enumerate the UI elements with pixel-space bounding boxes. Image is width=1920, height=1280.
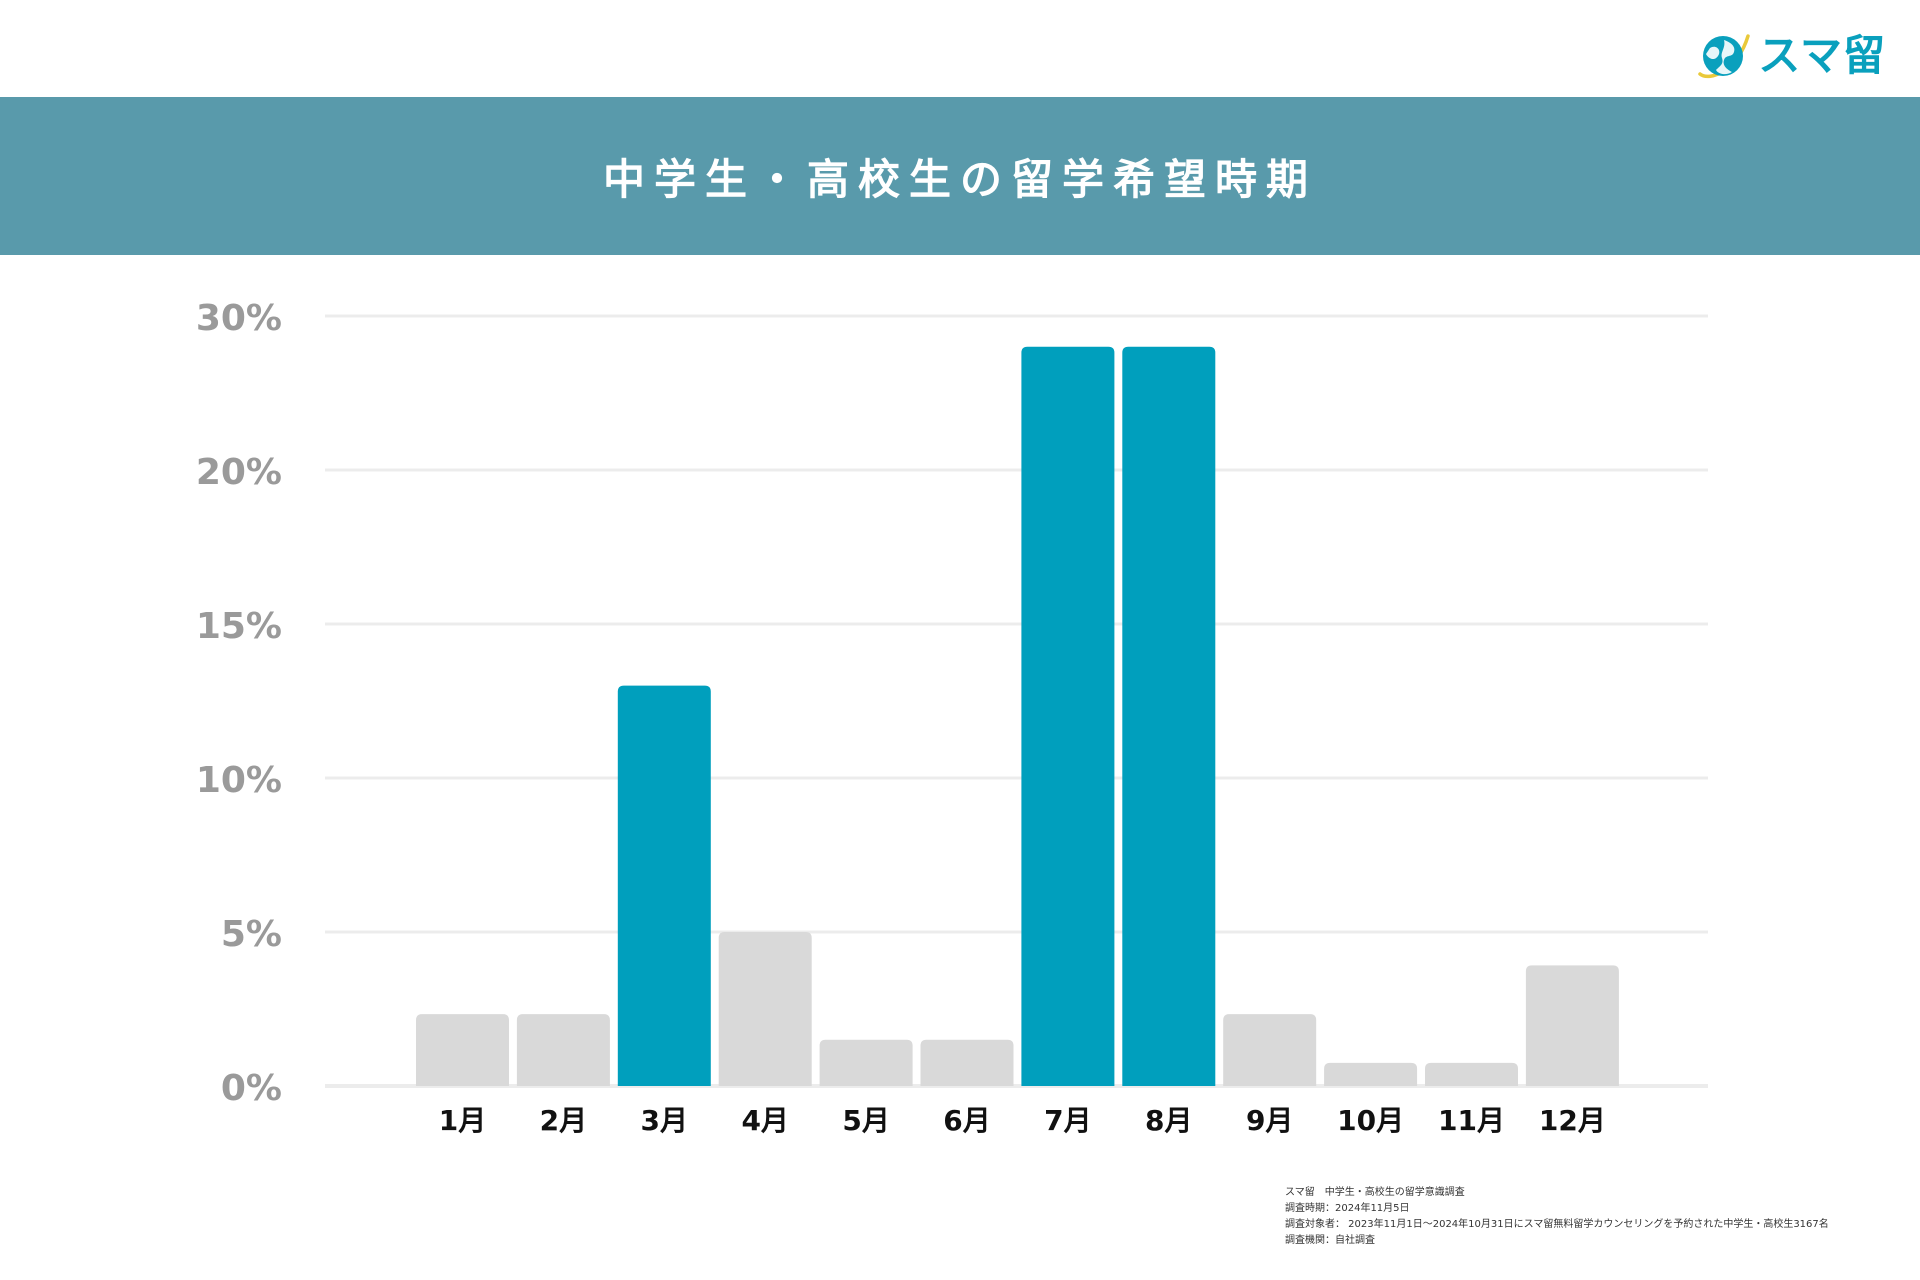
x-tick-label: 2月 xyxy=(540,1104,587,1137)
bar-4月 xyxy=(718,932,812,1086)
bar-11月 xyxy=(1425,1062,1518,1086)
survey-footnote: スマ留 中学生・高校生の留学意識調査 調査時期：2024年11月5日 調査対象者… xyxy=(1285,1185,1829,1249)
y-tick-label: 20% xyxy=(196,452,282,493)
bar-12月 xyxy=(1525,965,1619,1086)
bar-1月 xyxy=(416,1014,509,1086)
footnote-survey-date: 調査時期：2024年11月5日 xyxy=(1285,1203,1410,1214)
bars xyxy=(416,346,1619,1086)
x-tick-label: 1月 xyxy=(439,1104,486,1137)
gridlines xyxy=(325,314,1708,1088)
footnote-survey-name: スマ留 中学生・高校生の留学意識調査 xyxy=(1285,1187,1465,1198)
y-tick-label: 0% xyxy=(221,1068,282,1109)
x-tick-label: 9月 xyxy=(1246,1104,1293,1137)
brand-logo: スマ留 xyxy=(1696,30,1886,82)
title-banner: 中学生・高校生の留学希望時期 xyxy=(0,97,1920,255)
bar-chart: 0% 5% 10% 15% 20% 30% 1月 2月 3月 4月 5月 6月 7月 8月 9月 10月 11… xyxy=(196,298,1708,1137)
x-axis-ticks: 1月 2月 3月 4月 5月 6月 7月 8月 9月 10月 11月 12月 xyxy=(439,1104,1606,1137)
bar-6月 xyxy=(920,1039,1014,1086)
x-tick-label: 6月 xyxy=(943,1104,990,1137)
y-axis-ticks: 0% 5% 10% 15% 20% 30% xyxy=(196,298,282,1109)
bar-3月 xyxy=(617,685,711,1086)
bar-7月 xyxy=(1021,346,1115,1086)
bar-8月 xyxy=(1122,346,1216,1086)
x-tick-label: 11月 xyxy=(1438,1104,1505,1137)
x-tick-label: 10月 xyxy=(1337,1104,1404,1137)
globe-icon xyxy=(1698,34,1750,79)
y-tick-label: 10% xyxy=(196,760,282,801)
x-tick-label: 5月 xyxy=(842,1104,889,1137)
y-tick-label: 30% xyxy=(196,298,282,339)
brand-name: スマ留 xyxy=(1758,31,1886,80)
footnote-survey-subjects: 調査対象者： 2023年11月1日〜2024年10月31日にスマ留無料留学カウン… xyxy=(1285,1219,1829,1230)
x-tick-label: 4月 xyxy=(741,1104,788,1137)
y-tick-label: 5% xyxy=(221,914,282,955)
chart-title: 中学生・高校生の留学希望時期 xyxy=(602,154,1317,204)
footnote-survey-organization: 調査機関：自社調査 xyxy=(1285,1235,1375,1246)
bar-9月 xyxy=(1223,1014,1317,1086)
x-tick-label: 3月 xyxy=(641,1104,688,1137)
bar-5月 xyxy=(819,1039,913,1086)
bar-2月 xyxy=(516,1014,610,1086)
x-tick-label: 7月 xyxy=(1044,1104,1091,1137)
bar-10月 xyxy=(1324,1062,1418,1086)
y-tick-label: 15% xyxy=(196,606,282,647)
x-tick-label: 8月 xyxy=(1145,1104,1192,1137)
x-tick-label: 12月 xyxy=(1539,1104,1606,1137)
